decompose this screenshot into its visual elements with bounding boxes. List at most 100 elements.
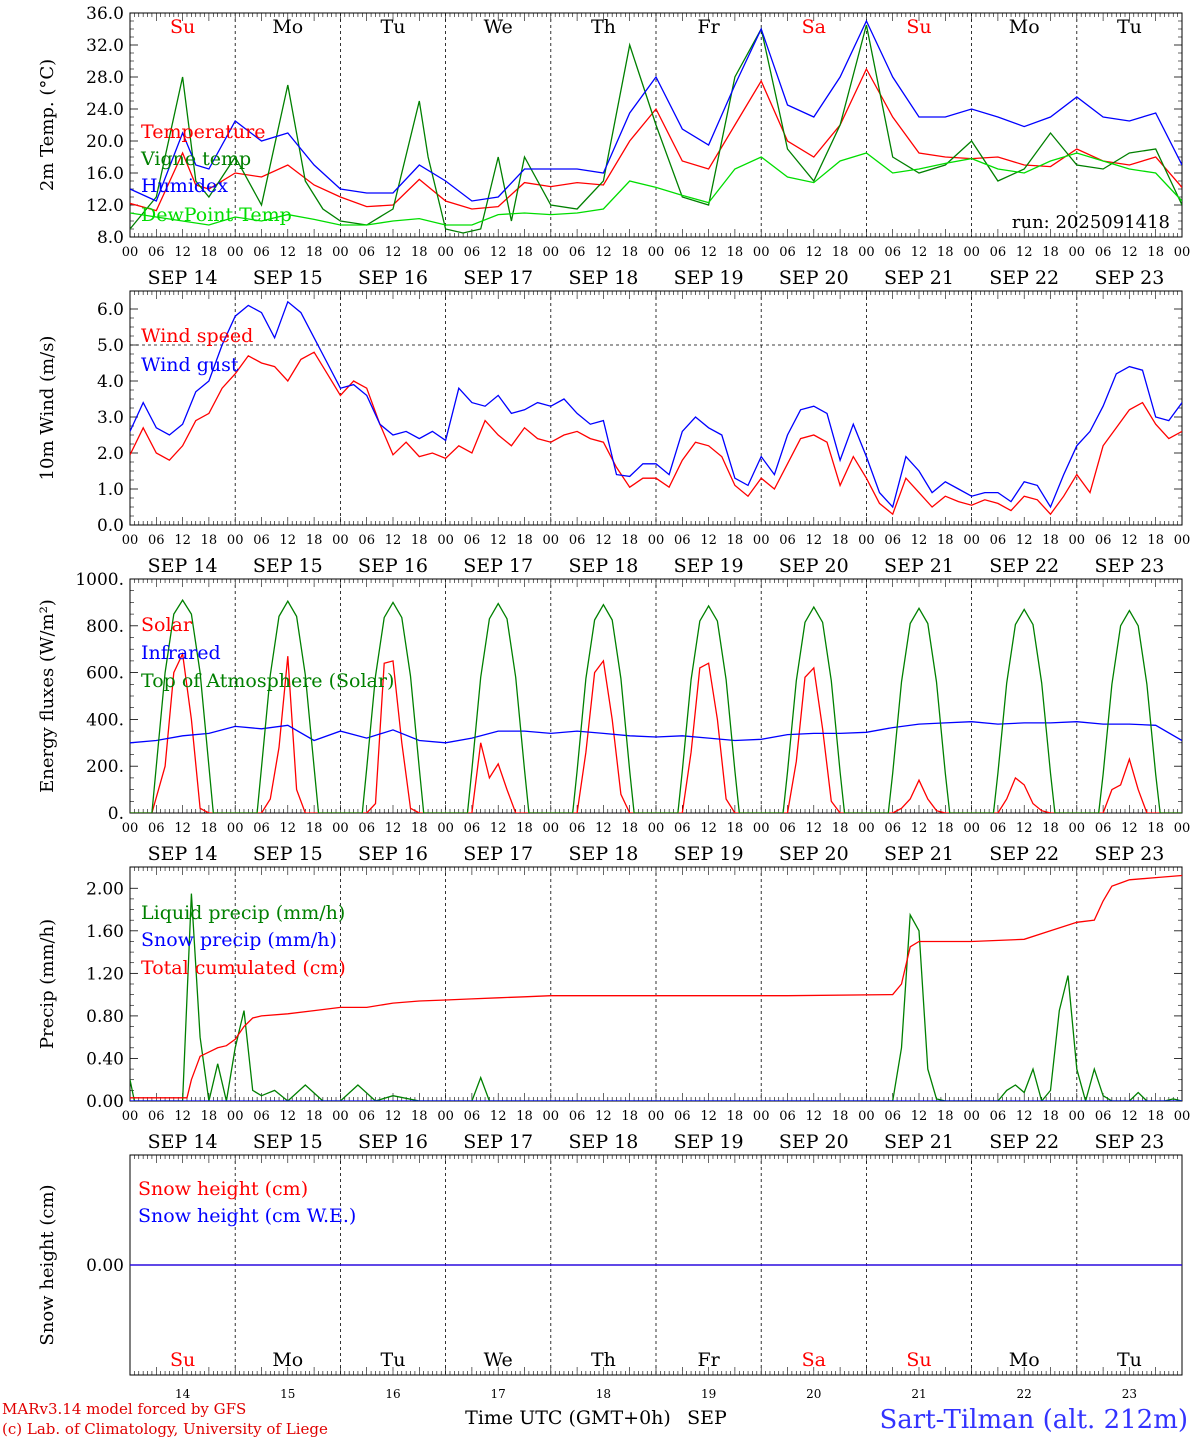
- hour-label: 06: [674, 821, 691, 836]
- weekday-label: Mo: [1009, 1349, 1040, 1371]
- day-number-label: 23: [1122, 1387, 1137, 1401]
- hour-label: 00: [332, 821, 349, 836]
- hour-label: 00: [332, 533, 349, 548]
- weekday-label: Tu: [381, 1349, 406, 1371]
- hour-label: 00: [1069, 533, 1086, 548]
- y-tick-label: 24.0: [86, 100, 124, 120]
- date-label: SEP 17: [463, 1131, 533, 1153]
- date-label: SEP 20: [779, 1131, 849, 1153]
- hour-label: 00: [648, 821, 665, 836]
- hour-label: 12: [490, 1109, 507, 1124]
- day-number-label: 19: [701, 1387, 716, 1401]
- y-tick-label: 6.0: [97, 300, 124, 320]
- y-tick-label: 0.00: [86, 1092, 124, 1112]
- day-number-label: 22: [1017, 1387, 1032, 1401]
- y-tick-label: 32.0: [86, 36, 124, 56]
- legend-entry: Snow precip (mm/h): [141, 929, 337, 951]
- hour-label: 06: [569, 821, 586, 836]
- date-label: SEP 19: [674, 843, 744, 865]
- series-line: [130, 874, 1182, 1099]
- date-label: SEP 15: [253, 1131, 323, 1153]
- panel-1: 8.0 12.0 16.0 20.0 24.0 28.0 32.0 36.0 2m Temp. …: [37, 4, 1190, 289]
- hour-label: 06: [884, 821, 901, 836]
- date-label: SEP 16: [358, 843, 428, 865]
- hour-label: 12: [595, 533, 612, 548]
- hour-label: 12: [174, 533, 191, 548]
- legend-entry: Liquid precip (mm/h): [141, 902, 345, 924]
- hour-label: 06: [1095, 1109, 1112, 1124]
- weekday-label: Tu: [1117, 16, 1142, 38]
- y-tick-label: 1000.: [75, 570, 124, 590]
- day-number-label: 21: [911, 1387, 926, 1401]
- hour-label: 18: [937, 821, 954, 836]
- hour-label: 18: [516, 821, 533, 836]
- y-tick-label: 200.: [86, 757, 124, 777]
- hour-label: 12: [174, 821, 191, 836]
- hour-label: 06: [990, 533, 1007, 548]
- hour-label: 06: [358, 821, 375, 836]
- hour-label: 00: [963, 1109, 980, 1124]
- y-tick-label: 16.0: [86, 164, 124, 184]
- hour-label: 06: [990, 821, 1007, 836]
- hour-label: 12: [174, 245, 191, 260]
- hour-label: 00: [858, 1109, 875, 1124]
- day-number-label: 17: [491, 1387, 506, 1401]
- y-tick-label: 20.0: [86, 132, 124, 152]
- hour-label: 00: [122, 1109, 139, 1124]
- hour-label: 12: [490, 245, 507, 260]
- y-tick-label: 0.: [108, 804, 124, 824]
- hour-label: 18: [1042, 1109, 1059, 1124]
- date-label: SEP 14: [148, 267, 218, 289]
- hour-label: 06: [1095, 821, 1112, 836]
- y-tick-label: 0.80: [86, 1007, 124, 1027]
- hour-label: 12: [280, 1109, 297, 1124]
- legend-entry: Vigne temp: [140, 148, 251, 170]
- hour-label: 00: [1069, 245, 1086, 260]
- hour-label: 00: [648, 533, 665, 548]
- hour-label: 12: [700, 1109, 717, 1124]
- hour-label: 18: [1147, 1109, 1164, 1124]
- hour-label: 18: [727, 533, 744, 548]
- date-label: SEP 23: [1094, 843, 1164, 865]
- hour-label: 00: [437, 821, 454, 836]
- legend-entry: Wind gust: [141, 354, 239, 376]
- weekday-label: Su: [906, 16, 931, 38]
- hour-label: 06: [148, 533, 165, 548]
- hour-label: 00: [1174, 1109, 1191, 1124]
- hour-label: 18: [201, 245, 218, 260]
- hour-label: 06: [464, 533, 481, 548]
- date-label: SEP 19: [674, 1131, 744, 1153]
- hour-label: 00: [122, 533, 139, 548]
- hour-label: 00: [753, 1109, 770, 1124]
- hour-label: 00: [858, 245, 875, 260]
- hour-label: 00: [1174, 533, 1191, 548]
- weekday-label: Fr: [697, 16, 720, 38]
- hour-label: 18: [727, 245, 744, 260]
- y-axis-label: 2m Temp. (°C): [37, 59, 58, 191]
- date-label: SEP 18: [568, 555, 638, 577]
- weekday-label: Su: [170, 1349, 195, 1371]
- y-axis-label: Energy fluxes (W/m²): [37, 599, 58, 793]
- y-tick-label: 0.0: [97, 516, 124, 536]
- hour-label: 06: [1095, 533, 1112, 548]
- hour-label: 06: [674, 245, 691, 260]
- y-tick-label: 8.0: [97, 228, 124, 248]
- weekday-label: Fr: [697, 1349, 720, 1371]
- hour-label: 12: [1016, 1109, 1033, 1124]
- hour-label: 12: [806, 245, 823, 260]
- hour-label: 12: [595, 821, 612, 836]
- hour-label: 12: [385, 821, 402, 836]
- date-label: SEP 17: [463, 267, 533, 289]
- hour-label: 00: [543, 1109, 560, 1124]
- hour-label: 06: [569, 245, 586, 260]
- date-label: SEP 21: [884, 843, 954, 865]
- legend-entry: Top of Atmosphere (Solar): [141, 670, 394, 692]
- hour-label: 18: [832, 533, 849, 548]
- legend-entry: Solar: [141, 614, 193, 636]
- series-line: [130, 300, 1182, 509]
- y-tick-label: 28.0: [86, 68, 124, 88]
- hour-label: 12: [385, 1109, 402, 1124]
- date-label: SEP 16: [358, 1131, 428, 1153]
- y-tick-label: 4.0: [97, 372, 124, 392]
- hour-label: 12: [806, 533, 823, 548]
